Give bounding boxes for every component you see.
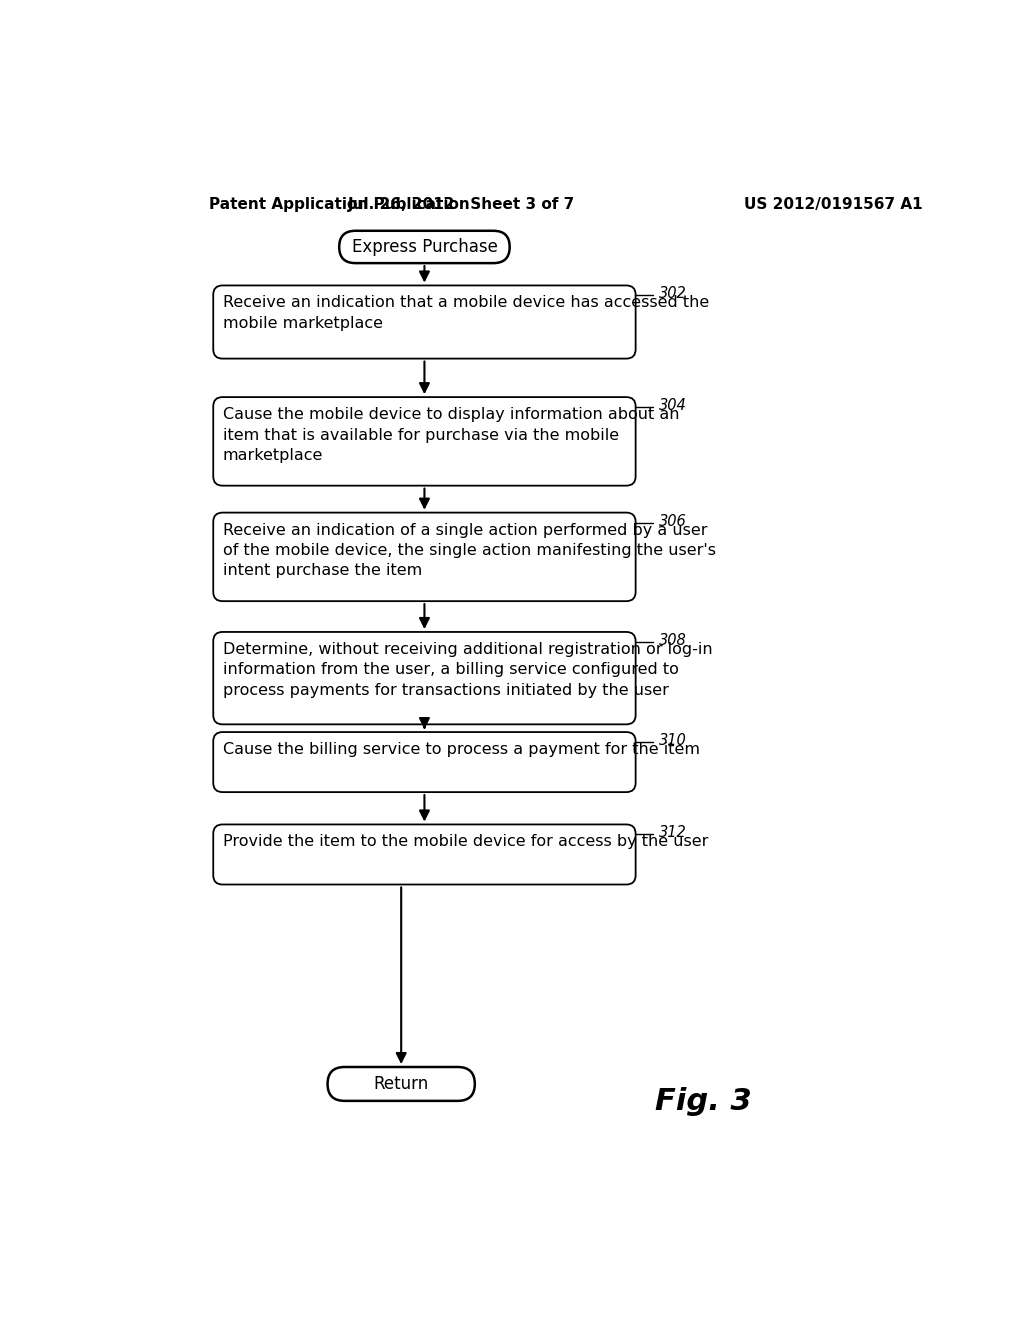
Text: Express Purchase: Express Purchase — [351, 238, 498, 256]
Text: 312: 312 — [658, 825, 687, 841]
FancyBboxPatch shape — [328, 1067, 475, 1101]
Text: Receive an indication that a mobile device has accessed the
mobile marketplace: Receive an indication that a mobile devi… — [222, 296, 709, 331]
Text: Provide the item to the mobile device for access by the user: Provide the item to the mobile device fo… — [222, 834, 708, 850]
FancyBboxPatch shape — [213, 512, 636, 601]
Text: Jul. 26, 2012   Sheet 3 of 7: Jul. 26, 2012 Sheet 3 of 7 — [347, 197, 574, 213]
Text: Receive an indication of a single action performed by a user
of the mobile devic: Receive an indication of a single action… — [222, 523, 716, 578]
Text: Determine, without receiving additional registration or log-in
information from : Determine, without receiving additional … — [222, 642, 712, 698]
Text: 310: 310 — [658, 733, 687, 748]
Text: Cause the mobile device to display information about an
item that is available f: Cause the mobile device to display infor… — [222, 407, 679, 463]
Text: US 2012/0191567 A1: US 2012/0191567 A1 — [744, 197, 923, 213]
Text: Cause the billing service to process a payment for the item: Cause the billing service to process a p… — [222, 742, 699, 758]
FancyBboxPatch shape — [213, 825, 636, 884]
Text: Fig. 3: Fig. 3 — [655, 1088, 752, 1117]
FancyBboxPatch shape — [213, 285, 636, 359]
FancyBboxPatch shape — [213, 397, 636, 486]
Text: Return: Return — [374, 1074, 429, 1093]
FancyBboxPatch shape — [213, 632, 636, 725]
Text: 308: 308 — [658, 632, 687, 648]
FancyBboxPatch shape — [339, 231, 510, 263]
Text: Patent Application Publication: Patent Application Publication — [209, 197, 470, 213]
Text: 302: 302 — [658, 286, 687, 301]
Text: 304: 304 — [658, 399, 687, 413]
Text: 306: 306 — [658, 513, 687, 528]
FancyBboxPatch shape — [213, 733, 636, 792]
